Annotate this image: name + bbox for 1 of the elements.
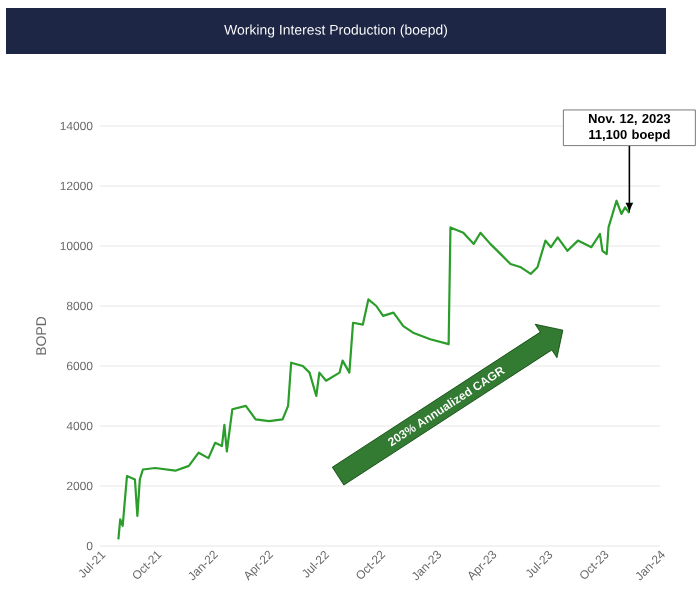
line-series bbox=[117, 199, 631, 541]
